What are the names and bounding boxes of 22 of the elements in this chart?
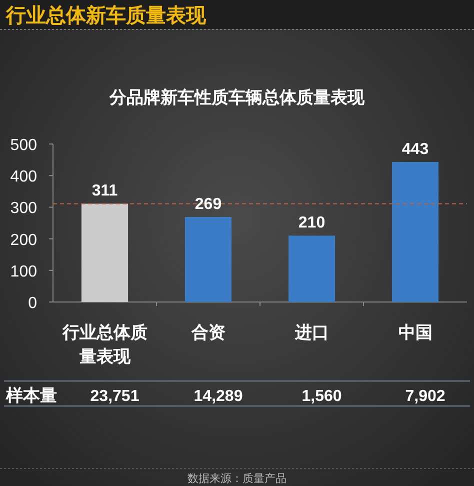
data-label: 210 [298,214,326,232]
x-tick-label: 中国 [398,323,432,342]
y-tick-label: 500 [10,137,38,154]
y-tick-label: 400 [10,168,38,186]
source-note: 数据来源：质量产品 [188,472,286,485]
x-tick-label: 进口 [294,323,329,342]
x-tick-label: 合资 [190,323,226,342]
chart-title: 行业总体新车质量表现 [5,4,207,27]
data-label: 269 [194,196,222,213]
y-tick-label: 100 [10,263,38,280]
y-tick-label: 200 [10,232,38,249]
text: 23,751 [90,388,140,405]
chart-subtitle: 分品牌新车性质车辆总体质量表现 [108,88,366,107]
data-label: 311 [92,182,118,200]
text: 7,902 [405,388,446,405]
text: 14,289 [194,388,243,405]
data-label: 443 [402,141,429,158]
y-tick-label: 0 [28,295,38,312]
text: 样本量 [5,386,57,405]
y-tick-label: 300 [10,200,38,218]
x-tick-label: 行业总体质量表现 [61,323,148,366]
text: 1,560 [302,388,342,405]
